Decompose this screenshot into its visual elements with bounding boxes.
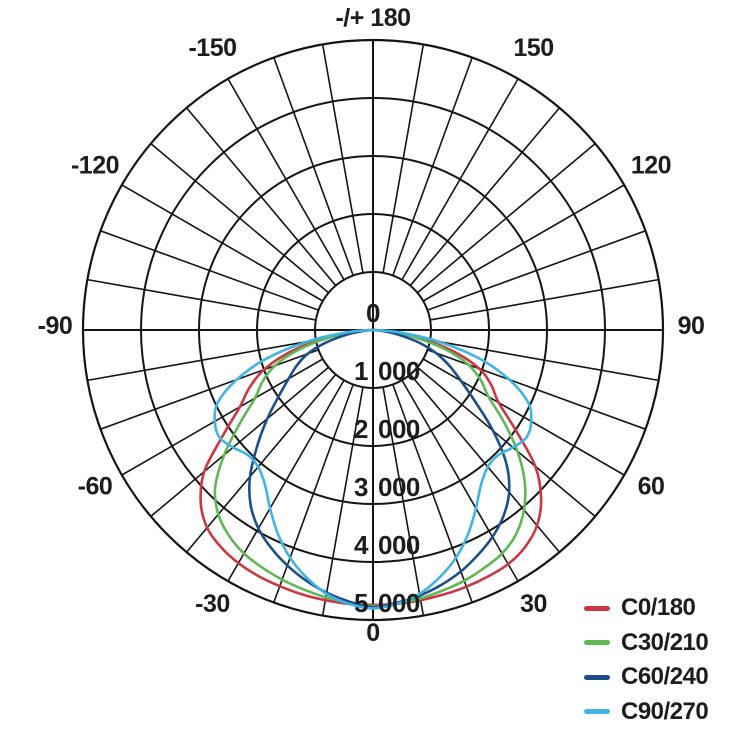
radial-tick-label: 000 bbox=[378, 414, 420, 444]
legend: C0/180 C30/210 C60/240 C90/270 bbox=[584, 591, 709, 730]
angular-tick-label: -120 bbox=[71, 152, 119, 180]
angular-tick-label: 30 bbox=[520, 590, 547, 618]
grid-spoke bbox=[429, 339, 659, 382]
grid-spoke bbox=[427, 349, 646, 430]
legend-label: C60/240 bbox=[621, 663, 709, 691]
legend-swatch-c0-180 bbox=[584, 605, 610, 611]
legend-swatch-c60-240 bbox=[584, 674, 610, 680]
grid-spoke bbox=[409, 373, 561, 553]
angular-tick-label: 90 bbox=[678, 312, 705, 340]
angular-tick-label: -150 bbox=[188, 34, 236, 62]
radial-tick-label: 0 bbox=[366, 298, 380, 328]
distribution-curves bbox=[199, 328, 543, 610]
angular-tick-label: 150 bbox=[513, 34, 553, 62]
grid-spoke bbox=[185, 107, 337, 287]
grid-spoke bbox=[321, 386, 364, 616]
legend-label: C30/210 bbox=[621, 628, 709, 656]
legend-label: C90/270 bbox=[621, 697, 709, 725]
grid-spoke bbox=[87, 339, 317, 382]
grid-spoke bbox=[150, 366, 330, 518]
grid-spoke bbox=[227, 78, 345, 281]
radial-tick-label: 3 bbox=[354, 472, 368, 502]
grid-spoke bbox=[416, 142, 596, 294]
curve-C90-270 bbox=[213, 328, 533, 610]
grid-spoke bbox=[429, 278, 659, 321]
radial-tick-label: 000 bbox=[378, 588, 420, 618]
grid-spoke bbox=[273, 57, 354, 276]
polar-grid bbox=[81, 38, 665, 622]
legend-item: C90/270 bbox=[584, 695, 709, 730]
grid-spoke bbox=[427, 230, 646, 311]
grid-spoke bbox=[392, 384, 473, 603]
radial-tick-label: 4 bbox=[354, 530, 369, 560]
grid-spoke bbox=[100, 349, 319, 430]
angular-tick-label: 120 bbox=[631, 152, 671, 180]
legend-label: C0/180 bbox=[621, 594, 696, 622]
legend-swatch-c30-210 bbox=[584, 640, 610, 646]
radial-axis-labels: 0 1 000 2 000 3 000 4 000 5 000 bbox=[354, 298, 420, 618]
angular-tick-label: 60 bbox=[638, 473, 665, 501]
angular-tick-label: 0 bbox=[366, 619, 379, 647]
grid-spoke bbox=[150, 142, 330, 294]
grid-spoke bbox=[382, 386, 425, 616]
grid-spoke bbox=[416, 366, 596, 518]
radial-tick-label: 1 bbox=[354, 356, 368, 386]
radial-tick-label: 2 bbox=[354, 414, 368, 444]
grid-spoke bbox=[321, 44, 364, 274]
grid-spoke bbox=[87, 278, 317, 321]
grid-spoke bbox=[100, 230, 319, 311]
radial-tick-label: 5 bbox=[354, 588, 368, 618]
grid-spoke bbox=[185, 373, 337, 553]
grid-spoke bbox=[227, 379, 345, 582]
grid-spoke bbox=[392, 57, 473, 276]
angular-tick-label: -30 bbox=[195, 590, 230, 618]
angular-tick-label: -60 bbox=[78, 473, 113, 501]
grid-spoke bbox=[273, 384, 354, 603]
grid-spoke bbox=[401, 78, 519, 281]
grid-spoke bbox=[409, 107, 561, 287]
grid-spoke bbox=[121, 184, 324, 302]
radial-tick-label: 000 bbox=[378, 530, 420, 560]
radial-tick-label: 000 bbox=[378, 472, 420, 502]
angular-tick-label: -90 bbox=[38, 312, 73, 340]
radial-tick-label: 000 bbox=[378, 356, 420, 386]
grid-spoke bbox=[422, 358, 625, 476]
legend-item: C30/210 bbox=[584, 626, 709, 661]
grid-spoke bbox=[382, 44, 425, 274]
legend-swatch-c90-270 bbox=[584, 709, 610, 715]
legend-item: C60/240 bbox=[584, 660, 709, 695]
grid-spoke bbox=[422, 184, 625, 302]
grid-spoke bbox=[401, 379, 519, 582]
angular-tick-label: -/+ 180 bbox=[335, 4, 410, 32]
legend-item: C0/180 bbox=[584, 591, 708, 626]
